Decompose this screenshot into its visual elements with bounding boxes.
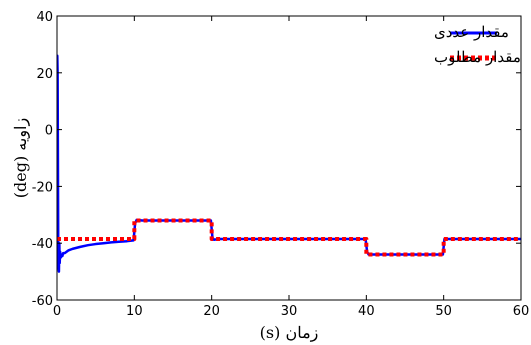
y-tick-label: -20 [32, 180, 53, 195]
axis-layer: 0 10 20 30 40 50 60 -60 -40 -20 0 20 40 [32, 10, 530, 319]
x-tick-label: 60 [513, 304, 530, 319]
y-tick-label: 0 [45, 124, 53, 139]
x-tick-label: 10 [126, 304, 143, 319]
y-axis-label: زاویه (deg) [11, 118, 30, 198]
y-tick-label: -60 [32, 294, 53, 309]
x-tick-label: 50 [435, 304, 452, 319]
series-layer [57, 54, 521, 273]
x-tick-label: 0 [53, 304, 61, 319]
x-tick-label: 20 [203, 304, 220, 319]
x-tick-label: 30 [281, 304, 298, 319]
legend: مقدار عددی مقدار مطلوب [434, 23, 521, 66]
y-tick-label: -40 [32, 237, 53, 252]
legend-label-2: مقدار مطلوب [434, 48, 521, 66]
series-line-2 [57, 218, 521, 257]
x-axis-label: زمان (s) [260, 323, 319, 342]
x-tick-label: 40 [358, 304, 375, 319]
y-tick-label: 40 [36, 10, 53, 25]
y-tick-label: 20 [36, 67, 53, 82]
legend-label-1: مقدار عددی [434, 23, 509, 41]
